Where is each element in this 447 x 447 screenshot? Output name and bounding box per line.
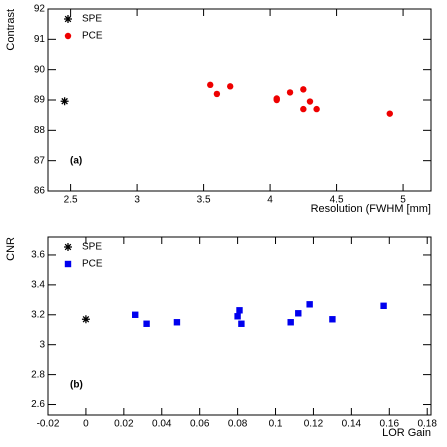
annotation: (a)	[70, 156, 82, 167]
point	[300, 86, 307, 93]
x-tick-label: 0.16	[380, 419, 400, 430]
x-tick-label: 3	[134, 195, 140, 206]
plot-frame	[47, 8, 432, 192]
x-tick-label: 2.5	[64, 195, 78, 206]
x-axis-label: LOR Gain	[382, 427, 431, 439]
point	[60, 97, 69, 106]
point	[329, 316, 336, 323]
y-tick-label: 3.6	[31, 250, 45, 261]
y-tick-label: 92	[34, 4, 46, 15]
point	[286, 89, 294, 96]
point	[238, 320, 245, 327]
point	[173, 319, 181, 326]
x-tick-label: 4.5	[330, 195, 344, 206]
x-tick-label: 4	[267, 195, 273, 206]
point	[213, 90, 221, 98]
x-tick-label: 0	[83, 419, 89, 430]
point	[234, 313, 241, 320]
legend-marker	[64, 243, 72, 251]
x-tick-label: 3.5	[197, 195, 211, 206]
point	[207, 81, 214, 89]
x-tick-label: -0.02	[37, 419, 60, 430]
point	[313, 105, 320, 113]
point	[380, 302, 387, 310]
y-axis-label: Contrast	[5, 9, 17, 51]
point	[300, 105, 307, 113]
legend-marker	[64, 15, 72, 23]
y-tick-label: 89	[34, 95, 46, 106]
legend-label: SPE	[82, 242, 102, 253]
plot-frame	[47, 236, 432, 416]
point	[287, 319, 294, 326]
point	[295, 310, 302, 317]
x-tick-label: 0.06	[190, 419, 210, 430]
x-tick-label: 0.1	[269, 419, 283, 430]
y-tick-label: 2.8	[31, 369, 45, 380]
y-tick-label: 87	[34, 155, 46, 166]
point	[226, 83, 234, 90]
x-tick-label: 0.14	[342, 419, 362, 430]
x-tick-label: 0.08	[228, 419, 248, 430]
y-tick-label: 86	[34, 186, 46, 197]
point	[143, 320, 150, 327]
point	[236, 307, 243, 314]
x-axis-label: Resolution (FWHM [mm]	[311, 203, 431, 215]
y-axis-label: CNR	[5, 237, 17, 261]
x-tick-label: 0.18	[417, 419, 437, 430]
y-tick-label: 88	[34, 125, 46, 136]
point	[273, 96, 280, 104]
y-tick-label: 2.6	[31, 399, 45, 410]
y-tick-label: 90	[34, 64, 46, 75]
point	[306, 301, 313, 308]
legend-label: SPE	[82, 14, 102, 25]
x-tick-label: 5	[400, 195, 406, 206]
annotation: (b)	[70, 380, 83, 391]
x-tick-label: 0.04	[152, 419, 172, 430]
legend-label: PCE	[82, 259, 103, 270]
point	[132, 311, 139, 318]
y-tick-label: 3.2	[31, 309, 45, 320]
x-tick-label: 0.12	[304, 419, 324, 430]
legend-label: PCE	[82, 31, 103, 42]
y-tick-label: 3.4	[31, 280, 45, 291]
y-tick-label: 91	[34, 34, 46, 45]
point	[386, 110, 393, 117]
point	[81, 315, 90, 324]
x-tick-label: 0.02	[114, 419, 134, 430]
point	[306, 98, 314, 105]
legend-marker	[64, 32, 72, 40]
y-tick-label: 3	[39, 339, 45, 350]
legend-marker	[64, 260, 72, 268]
